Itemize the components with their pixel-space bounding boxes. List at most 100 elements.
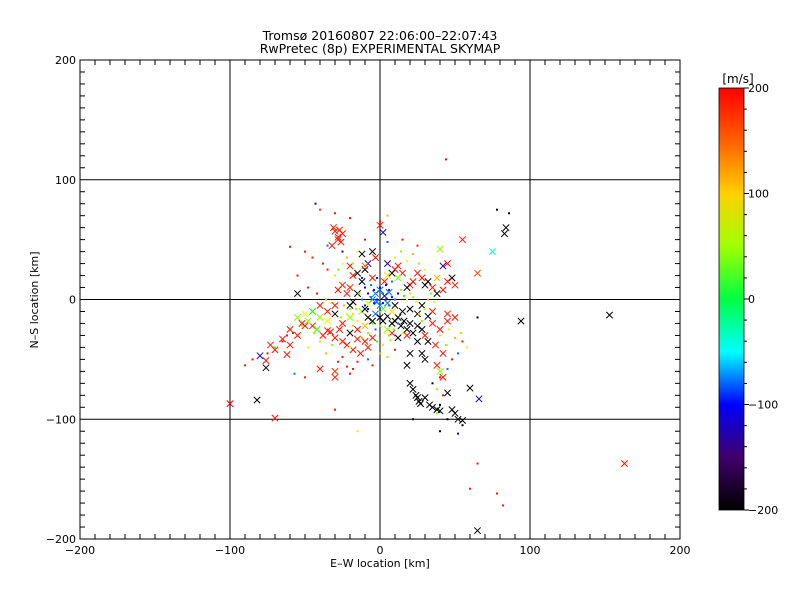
cross-marker <box>283 351 291 359</box>
dot-marker <box>496 492 498 495</box>
cross-marker <box>353 269 362 277</box>
dot-marker <box>367 358 369 361</box>
cross-marker <box>361 262 369 270</box>
cross-marker <box>605 311 614 319</box>
dot-marker <box>341 355 344 358</box>
tick-labels: −200 −100 0 100 200 −200 −100 0 100 200 <box>46 54 691 557</box>
cross-marker <box>368 274 377 282</box>
x-tick-label: −100 <box>215 544 245 557</box>
dot-marker <box>325 298 327 301</box>
cross-marker <box>293 313 302 322</box>
cross-marker <box>458 416 467 425</box>
cross-marker <box>331 310 339 318</box>
cross-marker <box>418 349 426 357</box>
dot-marker <box>400 250 402 253</box>
dot-marker <box>376 340 378 343</box>
cross-marker <box>421 355 429 363</box>
dot-marker <box>352 324 354 327</box>
cross-marker <box>334 236 342 244</box>
cross-marker <box>413 310 422 318</box>
dot-marker <box>374 328 377 331</box>
dot-marker <box>379 220 381 223</box>
cross-marker <box>379 305 387 313</box>
dot-marker <box>356 320 359 323</box>
dot-marker <box>343 304 345 307</box>
dot-marker <box>406 260 408 263</box>
dot-marker <box>457 352 459 355</box>
dot-marker <box>337 268 339 271</box>
cross-marker <box>328 242 336 250</box>
y-tick-label: 200 <box>55 54 76 67</box>
cross-marker <box>346 313 354 322</box>
dot-marker <box>400 288 402 291</box>
cross-marker <box>413 394 422 402</box>
dot-marker <box>476 462 479 465</box>
cross-marker <box>458 236 467 244</box>
cross-marker <box>473 269 482 277</box>
dot-marker <box>442 394 444 397</box>
dot-marker <box>469 487 471 490</box>
cross-marker <box>361 266 369 274</box>
cross-marker <box>271 414 279 422</box>
dot-marker <box>436 412 438 415</box>
dot-marker <box>388 288 390 291</box>
dot-marker <box>476 316 479 319</box>
dot-marker <box>379 286 381 289</box>
dot-marker <box>436 388 438 391</box>
dot-marker <box>364 238 366 241</box>
dot-marker <box>266 352 269 355</box>
dot-marker <box>349 217 351 220</box>
cross-marker <box>383 271 392 280</box>
cross-marker <box>353 325 362 333</box>
cross-marker <box>433 274 441 282</box>
dot-marker <box>406 298 408 301</box>
cross-marker <box>358 250 366 258</box>
dot-marker <box>349 346 351 349</box>
dot-marker <box>394 348 396 351</box>
cross-marker <box>226 400 234 408</box>
y-tick-label: −200 <box>46 533 76 546</box>
axis-ticks <box>80 60 680 539</box>
cross-marker <box>424 277 432 286</box>
dot-marker <box>454 336 456 339</box>
cross-marker <box>403 283 411 292</box>
data-points <box>226 158 629 535</box>
dot-marker <box>313 332 315 335</box>
dot-marker <box>502 504 504 507</box>
dot-marker <box>331 344 333 347</box>
dot-marker <box>446 418 449 421</box>
dot-marker <box>421 320 423 323</box>
dot-marker <box>349 308 351 311</box>
cross-marker <box>293 331 302 339</box>
cross-marker <box>338 281 347 289</box>
cross-marker <box>334 233 342 241</box>
cross-marker <box>253 396 261 404</box>
dot-marker <box>412 252 414 255</box>
cross-marker <box>323 307 332 316</box>
dot-marker <box>334 212 336 215</box>
dot-marker <box>346 312 348 315</box>
cross-marker <box>335 226 344 234</box>
chart-subtitle: RwPretec (8p) EXPERIMENTAL SKYMAP <box>260 41 501 56</box>
cross-marker <box>473 527 482 535</box>
cross-marker <box>361 322 369 330</box>
cross-marker <box>431 341 440 349</box>
cross-marker <box>443 317 452 325</box>
dot-marker <box>424 268 426 271</box>
cross-marker <box>394 334 402 342</box>
cross-marker <box>443 260 452 268</box>
cross-marker <box>436 325 444 333</box>
cross-marker <box>353 335 362 343</box>
dot-marker <box>401 332 404 335</box>
x-tick-label: −200 <box>65 544 95 557</box>
cross-marker <box>620 460 629 468</box>
dot-marker <box>418 262 420 265</box>
x-tick-label: 200 <box>670 544 691 557</box>
dot-marker <box>397 292 399 295</box>
dot-marker <box>361 336 363 339</box>
cross-marker <box>443 310 452 318</box>
colorbar-tick-label: 200 <box>748 82 769 95</box>
cross-marker <box>349 298 357 306</box>
cross-marker <box>331 334 339 342</box>
